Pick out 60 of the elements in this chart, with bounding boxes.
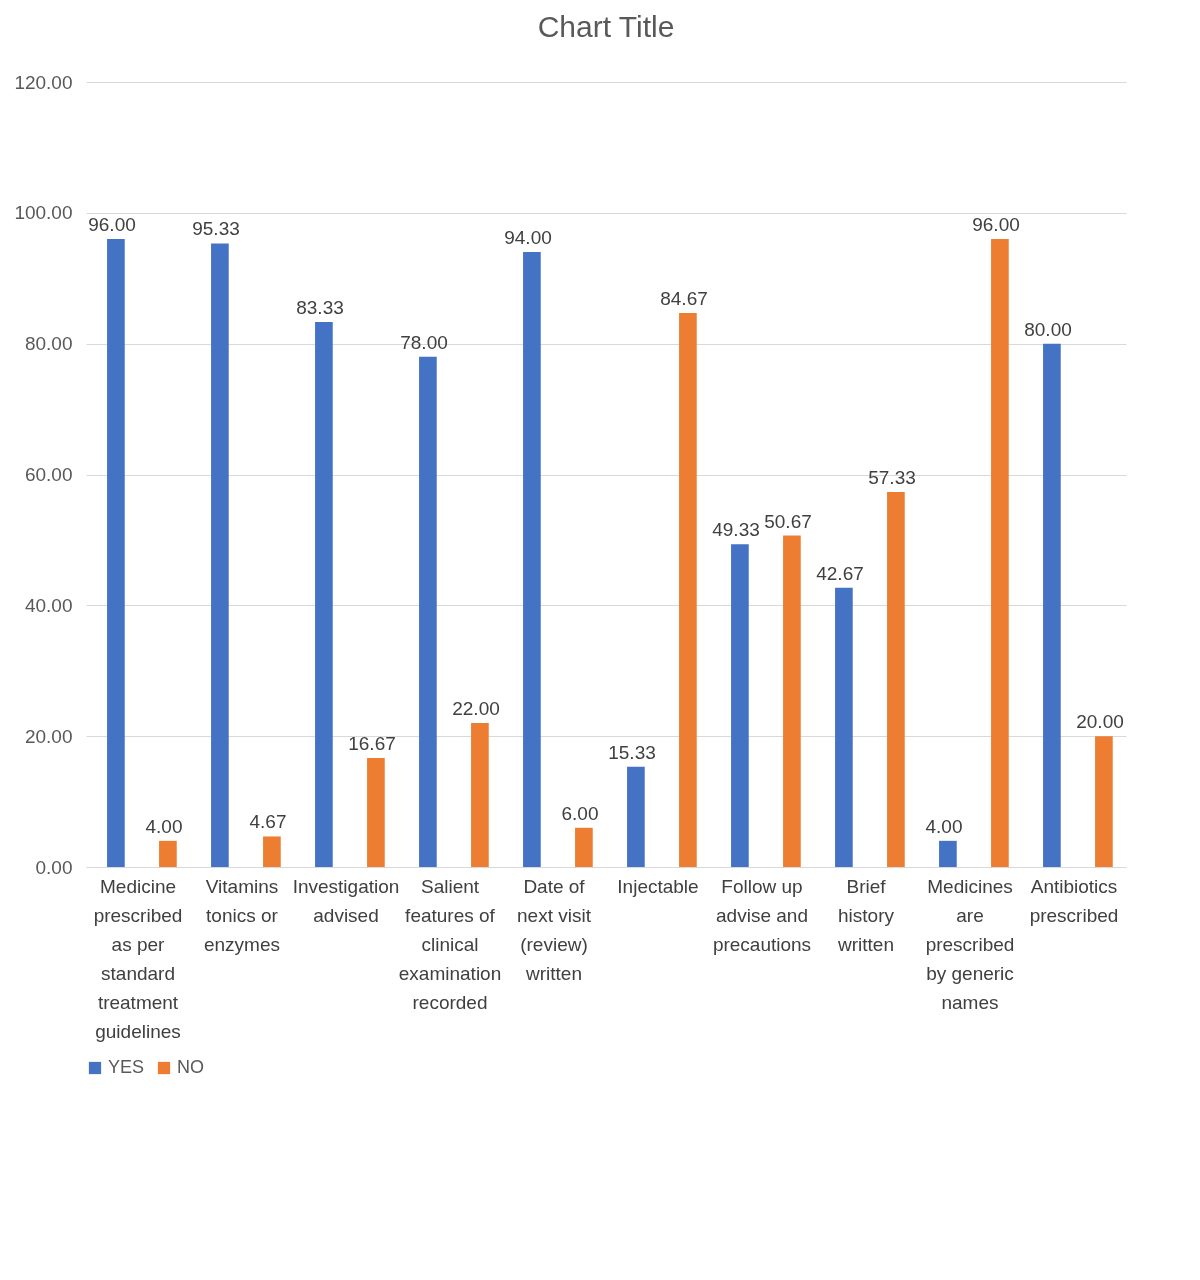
x-tick-label: Vitamins tonics or enzymes: [203, 875, 281, 955]
bar: [575, 827, 593, 867]
x-tick-label: Salient features of clinical examination recorded: [398, 875, 502, 1013]
bar: [211, 243, 229, 867]
x-tick-label: Antibiotics prescribed: [1029, 875, 1119, 926]
y-tick-label: 20.00: [24, 725, 73, 747]
data-label: 80.00: [1024, 318, 1072, 340]
data-label: 57.33: [868, 466, 916, 488]
data-label: 22.00: [452, 698, 500, 720]
legend-label: NO: [177, 1057, 204, 1077]
bar: [159, 840, 177, 867]
x-tick-label: Medicine prescribed as per standard treatment guidelines: [93, 875, 183, 1042]
bar: [1043, 343, 1061, 867]
bar: [783, 535, 801, 867]
bar: [523, 252, 541, 867]
bar: [731, 544, 749, 867]
bar: [939, 840, 957, 867]
chart-title: Chart Title: [537, 10, 675, 43]
x-tick-label: Medicines are prescribed by generic names: [925, 875, 1015, 1013]
bar: [419, 356, 437, 867]
x-tick-label: Follow up advise and precautions: [712, 875, 812, 955]
bar: [315, 321, 333, 867]
data-label: 95.33: [192, 218, 240, 240]
bar: [627, 766, 645, 867]
x-tick-label: Injectable: [617, 875, 699, 897]
y-tick-label: 120.00: [14, 71, 73, 93]
data-label: 83.33: [296, 296, 344, 318]
data-label: 4.00: [925, 815, 963, 837]
y-tick-label: 80.00: [24, 333, 73, 355]
data-label: 6.00: [561, 802, 599, 824]
bar: [107, 239, 125, 867]
data-label: 50.67: [764, 510, 812, 532]
y-tick-label: 100.00: [14, 202, 73, 224]
x-tick-label: Investigation advised: [292, 875, 400, 926]
bar: [263, 836, 281, 867]
y-tick-label: 60.00: [24, 464, 73, 485]
bar: [887, 491, 905, 867]
data-label: 4.00: [145, 815, 183, 837]
bar: [1095, 736, 1113, 867]
bar: [991, 239, 1009, 867]
data-label: 96.00: [972, 214, 1020, 235]
data-label: 49.33: [712, 519, 760, 541]
data-label: 84.67: [660, 288, 708, 310]
legend-label: YES: [108, 1057, 145, 1077]
bar: [471, 723, 489, 867]
data-label: 96.00: [88, 214, 136, 235]
bar: [367, 757, 385, 867]
data-label: 78.00: [400, 331, 448, 353]
data-label: 20.00: [1076, 711, 1124, 733]
y-tick-label: 0.00: [35, 856, 73, 878]
data-label: 15.33: [608, 741, 656, 763]
y-tick-label: 40.00: [24, 594, 73, 616]
data-label: 42.67: [816, 562, 864, 584]
bar: [679, 313, 697, 867]
data-label: 16.67: [348, 732, 396, 754]
x-tick-label: Date of next visit (review) written: [517, 875, 592, 984]
bar: [835, 587, 853, 867]
data-label: 94.00: [504, 227, 552, 249]
x-tick-label: Brief history written: [837, 875, 895, 955]
data-label: 4.67: [249, 811, 287, 833]
